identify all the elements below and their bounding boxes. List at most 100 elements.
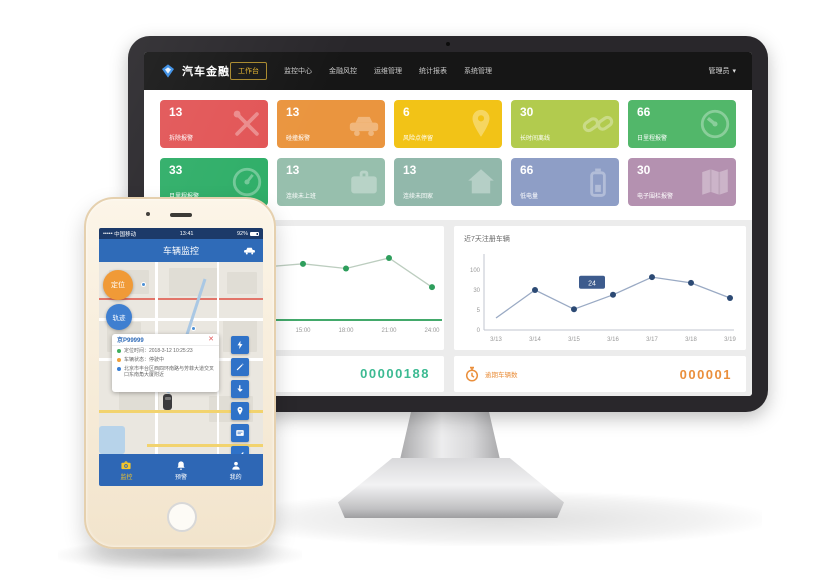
tile-risk-point-stay[interactable]: 6 风险点停留 <box>394 100 502 148</box>
bolt-icon <box>237 340 243 350</box>
tile-label: 风险点停留 <box>403 136 434 142</box>
map-road-yellow <box>99 410 263 413</box>
map-tool-track-button[interactable] <box>231 336 249 354</box>
svg-text:15:00: 15:00 <box>295 328 311 334</box>
svg-text:3/13: 3/13 <box>490 337 502 343</box>
card-icon <box>236 430 244 436</box>
speaker-slot <box>170 213 192 217</box>
map-tool-replay-button[interactable] <box>231 358 249 376</box>
menu-item-operations[interactable]: 运维管理 <box>374 68 402 75</box>
tab-label: 我的 <box>229 474 242 481</box>
map-pin-icon <box>472 109 490 137</box>
house-icon <box>468 169 494 194</box>
brand-diamond-icon <box>162 64 174 78</box>
tile-value: 30 <box>520 105 534 119</box>
tile-value: 66 <box>520 163 534 177</box>
tile-not-home[interactable]: 13 连续未回家 <box>394 158 502 206</box>
tile-label: 长时间离线 <box>520 136 551 142</box>
tile-label: 日里程报警 <box>637 136 668 142</box>
svg-text:24: 24 <box>588 280 596 287</box>
brand: 汽车金融 <box>144 63 230 79</box>
webcam-dot <box>446 42 450 46</box>
phone-tabbar: 监控 预警 我的 <box>99 454 263 486</box>
map-road-red <box>99 298 263 300</box>
svg-text:3/15: 3/15 <box>568 337 580 343</box>
orange-dot-icon <box>117 357 121 362</box>
tile-daily-mileage-alarm[interactable]: 66 日里程报警 <box>628 100 736 148</box>
license-plate: 京P99999 <box>117 338 144 344</box>
tab-alerts[interactable]: 预警 <box>154 454 209 486</box>
svg-text:3/17: 3/17 <box>646 337 658 343</box>
chain-icon <box>582 115 614 133</box>
gauge-icon <box>232 167 262 197</box>
overdue-vehicles-label: 逾期车辆数 <box>485 372 518 379</box>
bell-icon <box>177 460 185 470</box>
battery-icon <box>590 168 606 197</box>
map-poi-marker <box>141 282 146 287</box>
map-view[interactable]: 定位 轨迹 京P99999 ✕ 定位时间：2018-3-12 10:25:23 … <box>99 262 263 464</box>
tile-long-offline[interactable]: 30 长时间离线 <box>511 100 619 148</box>
folded-map-icon <box>702 169 728 195</box>
menu-item-monitor-center[interactable]: 监控中心 <box>284 68 312 75</box>
map-block <box>227 272 257 294</box>
popup-row-text: 定位时间：2018-3-12 10:25:23 <box>124 348 193 354</box>
person-icon <box>232 461 240 470</box>
hand-pointer-icon <box>237 385 243 392</box>
svg-text:3/16: 3/16 <box>607 337 619 343</box>
tile-collision-alarm[interactable]: 13 碰撞报警 <box>277 100 385 148</box>
phone-status-bar: ••••• 中国移动 13:41 92% <box>99 228 263 239</box>
popup-row-time: 定位时间：2018-3-12 10:25:23 <box>112 346 219 355</box>
tile-tamper-alarm[interactable]: 13 拆除报警 <box>160 100 268 148</box>
svg-text:18:00: 18:00 <box>338 328 354 334</box>
overdue-vehicles-count: 000001 <box>679 366 732 382</box>
tile-low-battery[interactable]: 66 低电量 <box>511 158 619 206</box>
desktop-navbar: 汽车金融 工作台 监控中心 金融风控 运维管理 统计报表 系统管理 管理员 ▾ <box>144 52 752 90</box>
tab-label: 预警 <box>175 474 188 481</box>
tile-value: 30 <box>637 163 651 177</box>
vehicle-marker[interactable] <box>163 394 172 410</box>
tile-geofence-alarm[interactable]: 30 电子围栏报警 <box>628 158 736 206</box>
track-fab-button[interactable]: 轨迹 <box>106 304 132 330</box>
map-tool-select-button[interactable] <box>231 380 249 398</box>
svg-text:30: 30 <box>473 288 480 294</box>
menu-item-reports[interactable]: 统计报表 <box>419 68 447 75</box>
tile-label: 低电量 <box>520 194 539 200</box>
phone-page-title: 车辆监控 <box>162 246 199 256</box>
tile-value: 33 <box>169 163 183 177</box>
menu-item-finance-risk[interactable]: 金融风控 <box>329 68 357 75</box>
home-button[interactable] <box>167 502 197 532</box>
svg-text:21:00: 21:00 <box>381 328 397 334</box>
tab-monitor[interactable]: 监控 <box>99 454 154 486</box>
tile-not-at-work[interactable]: 13 连续未上班 <box>277 158 385 206</box>
clock: 13:41 <box>179 230 194 237</box>
tab-profile[interactable]: 我的 <box>208 454 263 486</box>
close-icon[interactable]: ✕ <box>208 336 214 343</box>
popup-row-text: 北京市丰台区西四环南路与芳菲大道交叉口东南角大厦附近 <box>124 365 215 379</box>
menu-item-workbench[interactable]: 工作台 <box>230 62 267 80</box>
signal-dots-icon: ••••• <box>103 230 113 237</box>
tile-value: 13 <box>286 105 300 119</box>
green-dot-icon <box>117 349 121 353</box>
locate-fab-button[interactable]: 定位 <box>103 270 133 300</box>
user-dropdown[interactable]: 管理员 ▾ <box>708 66 752 76</box>
tile-label: 电子围栏报警 <box>637 194 674 200</box>
map-tool-pin-button[interactable] <box>231 402 249 420</box>
battery-percent: 92% <box>236 230 248 237</box>
briefcase-icon <box>351 170 377 194</box>
monitor-stand-foot <box>338 458 564 518</box>
map-tool-panel-button[interactable] <box>231 424 249 442</box>
car-icon[interactable] <box>243 245 256 256</box>
monitored-vehicles-count: 00000188 <box>360 366 430 381</box>
tools-icon <box>233 110 259 136</box>
camera-icon <box>121 460 131 469</box>
tile-value: 13 <box>169 105 183 119</box>
stopwatch-icon <box>465 366 479 382</box>
brand-name: 汽车金融 <box>182 66 230 78</box>
odometer-icon <box>700 109 730 139</box>
tile-label: 连续未上班 <box>286 194 317 200</box>
map-poi-marker <box>191 326 196 331</box>
phone-navbar: 车辆监控 <box>99 239 263 262</box>
map-water <box>99 426 125 454</box>
menu-item-system[interactable]: 系统管理 <box>464 68 492 75</box>
